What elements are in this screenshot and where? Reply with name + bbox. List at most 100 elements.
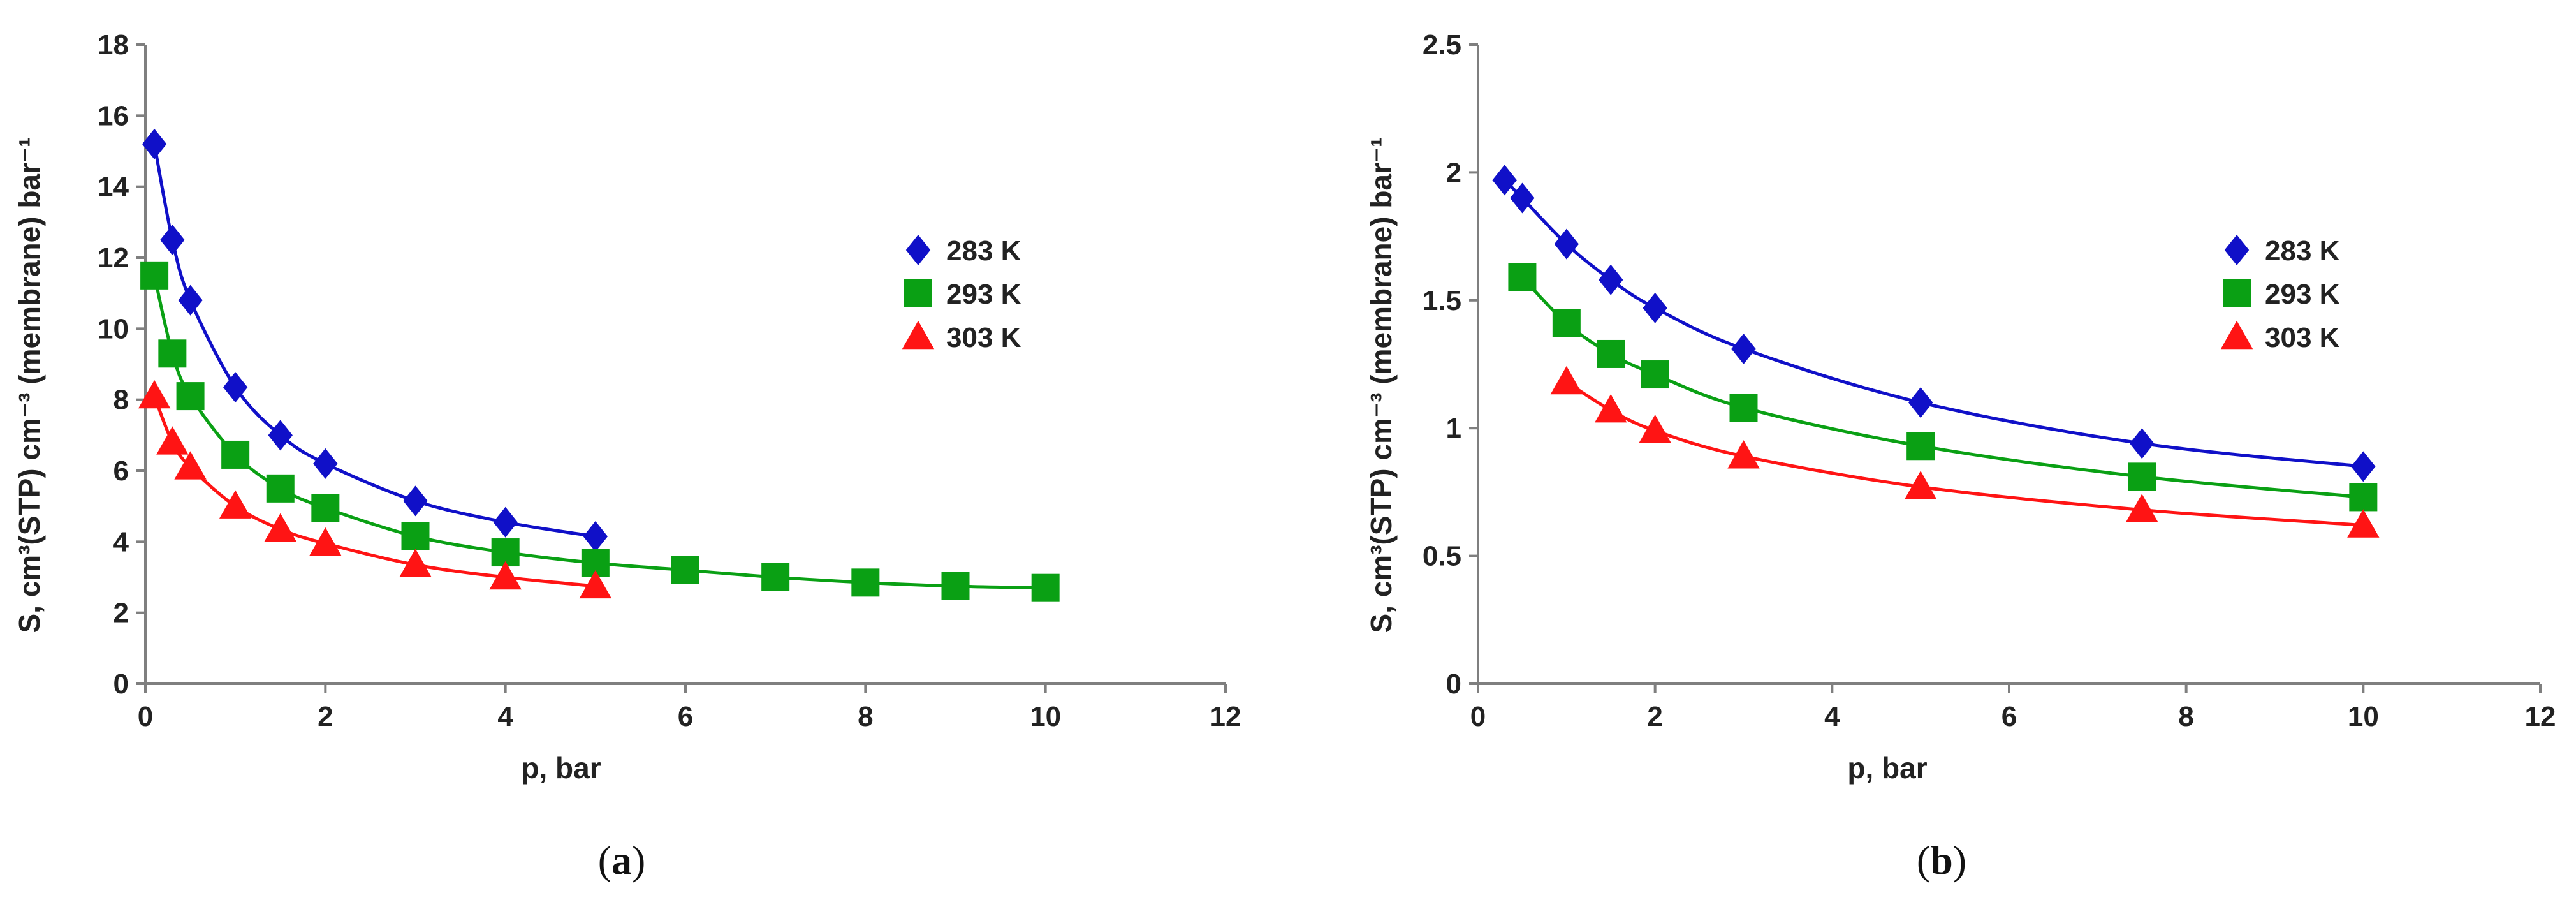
y-tick-label: 2 xyxy=(113,598,129,629)
fit-curve xyxy=(1565,380,2364,527)
data-point xyxy=(2126,494,2158,522)
legend-marker xyxy=(905,235,931,265)
y-tick-label: 1.5 xyxy=(1423,285,1461,316)
x-axis-label-a: p, bar xyxy=(521,751,601,785)
data-point xyxy=(941,572,970,600)
data-point xyxy=(761,563,790,591)
y-tick-label: 1 xyxy=(1446,413,1461,444)
x-tick-label: 10 xyxy=(2348,701,2379,732)
data-point xyxy=(178,284,203,316)
data-point xyxy=(219,490,252,519)
data-point xyxy=(1906,432,1935,461)
data-point xyxy=(2351,451,2376,482)
data-point xyxy=(493,506,518,538)
series-293k-a xyxy=(140,261,1060,602)
data-point xyxy=(1639,415,1671,443)
x-tick-label: 12 xyxy=(1210,701,1241,732)
data-point xyxy=(1510,182,1535,214)
legend-label: 283 K xyxy=(2265,235,2340,267)
data-point xyxy=(1727,440,1760,469)
data-point xyxy=(1508,263,1537,291)
data-point xyxy=(1492,165,1517,196)
data-point xyxy=(266,474,295,503)
x-tick-label: 0 xyxy=(138,701,153,732)
x-axis-label-b: p, bar xyxy=(1847,751,1927,785)
data-point xyxy=(1729,394,1758,422)
series-293k-b xyxy=(1508,263,2378,512)
panel-label-b: (b) xyxy=(1917,837,1966,883)
y-tick-label: 4 xyxy=(113,526,129,557)
data-point xyxy=(268,420,293,451)
legend-label: 293 K xyxy=(946,279,1021,310)
data-point xyxy=(313,448,338,479)
chart-panel-a: 0 2 4 6 8 10 12 0 2 4 6 8 10 12 14 16 18 283 K 293 K 303 K… xyxy=(13,29,1241,883)
legend-a: 283 K 293 K 303 K xyxy=(902,235,1021,353)
legend-marker xyxy=(2220,320,2253,350)
data-point xyxy=(221,440,250,469)
series-283k-b xyxy=(1492,165,2376,482)
data-point xyxy=(1597,339,1625,368)
series-303k-b xyxy=(1550,365,2380,538)
x-tick-label: 10 xyxy=(1030,701,1061,732)
legend-marker xyxy=(2223,279,2251,307)
data-point xyxy=(2347,509,2380,538)
data-point xyxy=(2349,483,2378,512)
data-point xyxy=(851,568,880,597)
legend-marker xyxy=(904,279,932,307)
ticks-b: 0 2 4 6 8 10 12 0 0.5 1 1.5 2 2.5 xyxy=(1423,29,2556,732)
legend-label: 283 K xyxy=(946,235,1021,267)
x-tick-label: 6 xyxy=(2002,701,2017,732)
data-point xyxy=(176,382,205,411)
data-point xyxy=(142,128,167,159)
data-point xyxy=(579,570,612,599)
chart-panel-b: 0 2 4 6 8 10 12 0 0.5 1 1.5 2 2.5 283 K 293 K 303 K p,… xyxy=(1365,29,2556,883)
legend-label: 303 K xyxy=(946,322,1021,353)
data-point xyxy=(489,561,522,590)
data-point xyxy=(160,225,185,256)
data-point xyxy=(1908,387,1933,418)
series-303k-a xyxy=(138,380,612,599)
x-tick-label: 12 xyxy=(2525,701,2556,732)
data-point xyxy=(403,485,428,517)
y-axis-label-b: S, cm³(STP) cm⁻³ (membrane) bar⁻¹ xyxy=(1365,137,1398,633)
panel-label-a: (a) xyxy=(598,837,646,883)
data-point xyxy=(1550,365,1583,395)
data-point xyxy=(264,513,296,542)
data-point xyxy=(1731,333,1756,364)
data-point xyxy=(1641,360,1669,389)
fit-curve xyxy=(152,395,596,588)
y-tick-label: 10 xyxy=(98,313,129,344)
data-point xyxy=(1904,471,1937,499)
x-tick-label: 8 xyxy=(858,701,873,732)
y-tick-label: 6 xyxy=(113,455,129,487)
series-a xyxy=(138,128,1060,602)
legend-label: 303 K xyxy=(2265,322,2340,353)
y-tick-label: 2 xyxy=(1446,157,1461,188)
y-tick-label: 0.5 xyxy=(1423,541,1461,572)
ticks-a: 0 2 4 6 8 10 12 0 2 4 6 8 10 12 14 16 18 xyxy=(98,29,1241,732)
data-point xyxy=(1595,394,1627,423)
data-point xyxy=(1554,228,1579,260)
data-point xyxy=(138,380,171,409)
x-tick-label: 8 xyxy=(2178,701,2193,732)
data-point xyxy=(399,549,432,577)
data-point xyxy=(1552,309,1581,337)
data-point xyxy=(401,522,430,550)
y-tick-label: 16 xyxy=(98,100,129,131)
y-axis-label-a: S, cm³(STP) cm⁻³ (membrane) bar⁻¹ xyxy=(13,137,46,633)
y-tick-label: 8 xyxy=(113,385,129,416)
y-tick-label: 14 xyxy=(98,172,129,203)
y-tick-label: 0 xyxy=(113,668,129,700)
data-point xyxy=(2128,462,2156,491)
y-tick-label: 2.5 xyxy=(1423,29,1461,61)
fit-curve xyxy=(1521,276,2364,499)
data-point xyxy=(156,426,189,455)
series-283k-a xyxy=(142,128,608,552)
legend-label: 293 K xyxy=(2265,279,2340,310)
x-tick-label: 4 xyxy=(497,701,513,732)
data-point xyxy=(309,527,342,556)
data-point xyxy=(158,339,187,368)
x-tick-label: 2 xyxy=(1647,701,1662,732)
series-b xyxy=(1492,165,2380,538)
